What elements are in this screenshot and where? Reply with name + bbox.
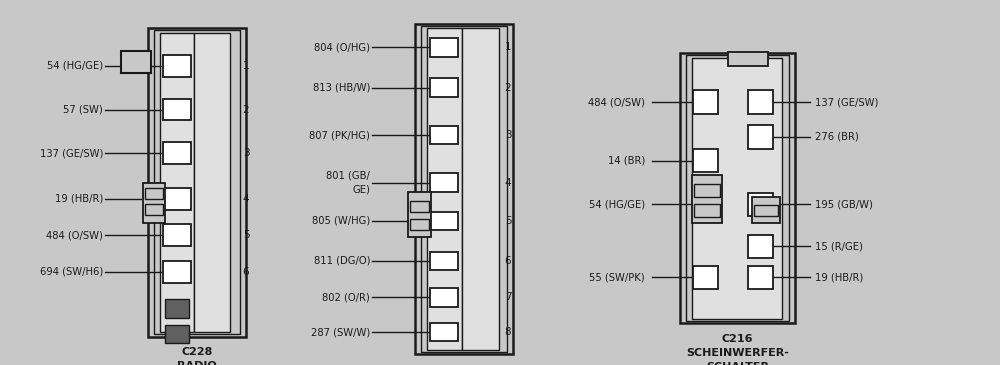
- Text: SCHALTER: SCHALTER: [706, 362, 769, 365]
- Text: 694 (SW/H6): 694 (SW/H6): [40, 267, 103, 277]
- Text: 15 (R/GE): 15 (R/GE): [815, 241, 863, 251]
- Bar: [752, 197, 780, 223]
- Text: 54 (HG/GE): 54 (HG/GE): [589, 199, 645, 210]
- Bar: [163, 224, 191, 246]
- Text: 19 (HB/R): 19 (HB/R): [815, 272, 863, 283]
- Bar: [194, 33, 230, 332]
- Text: 802 (O/R): 802 (O/R): [322, 292, 370, 303]
- Text: 276 (BR): 276 (BR): [815, 132, 859, 142]
- Text: 14 (BR): 14 (BR): [608, 155, 645, 166]
- Text: 137 (GE/SW): 137 (GE/SW): [40, 148, 103, 158]
- Bar: [693, 149, 718, 172]
- Bar: [430, 323, 458, 341]
- Bar: [143, 182, 165, 223]
- Text: 7: 7: [505, 292, 511, 303]
- Text: 6: 6: [243, 267, 249, 277]
- Bar: [163, 261, 191, 283]
- Bar: [430, 252, 458, 270]
- Text: 137 (GE/SW): 137 (GE/SW): [815, 97, 878, 107]
- Text: 3: 3: [243, 148, 249, 158]
- Bar: [430, 288, 458, 307]
- Text: 287 (SW/W): 287 (SW/W): [311, 327, 370, 337]
- Bar: [145, 204, 163, 215]
- Bar: [427, 28, 462, 350]
- Text: 807 (PK/HG): 807 (PK/HG): [309, 130, 370, 140]
- Text: 1: 1: [243, 61, 249, 71]
- Bar: [692, 175, 722, 223]
- Bar: [408, 192, 431, 237]
- Bar: [694, 184, 720, 197]
- Bar: [680, 53, 795, 323]
- Text: 484 (O/SW): 484 (O/SW): [46, 230, 103, 241]
- Text: 484 (O/SW): 484 (O/SW): [588, 97, 645, 107]
- Bar: [430, 78, 458, 97]
- Text: 57 (SW): 57 (SW): [63, 104, 103, 115]
- Text: 813 (HB/W): 813 (HB/W): [313, 82, 370, 93]
- Text: 5: 5: [243, 230, 249, 241]
- Text: 2: 2: [505, 82, 511, 93]
- Bar: [693, 266, 718, 289]
- Bar: [430, 126, 458, 144]
- Text: RADIO: RADIO: [177, 361, 217, 365]
- Bar: [163, 55, 191, 77]
- Bar: [692, 58, 782, 319]
- Bar: [748, 235, 773, 258]
- Bar: [748, 266, 773, 289]
- Bar: [693, 91, 718, 114]
- Text: 55 (SW/PK): 55 (SW/PK): [589, 272, 645, 283]
- Bar: [748, 91, 773, 114]
- Bar: [748, 125, 773, 149]
- Text: 8: 8: [505, 327, 511, 337]
- Bar: [748, 193, 773, 216]
- Text: 3: 3: [505, 130, 511, 140]
- Bar: [145, 188, 163, 199]
- Text: GE): GE): [352, 184, 370, 194]
- Text: 1: 1: [505, 42, 511, 53]
- Text: C216: C216: [722, 334, 753, 344]
- Text: 801 (GB/: 801 (GB/: [326, 171, 370, 181]
- Bar: [165, 299, 189, 318]
- Bar: [754, 205, 778, 216]
- Bar: [160, 33, 194, 332]
- Text: 195 (GB/W): 195 (GB/W): [815, 199, 873, 210]
- Text: 19 (HB/R): 19 (HB/R): [55, 194, 103, 204]
- Bar: [148, 28, 246, 337]
- Text: 5: 5: [505, 216, 511, 226]
- Bar: [410, 219, 429, 230]
- Bar: [421, 26, 507, 352]
- Bar: [430, 173, 458, 192]
- Text: 4: 4: [243, 194, 249, 204]
- Bar: [415, 24, 513, 354]
- Bar: [686, 55, 789, 321]
- Text: 804 (O/HG): 804 (O/HG): [314, 42, 370, 53]
- Text: 54 (HG/GE): 54 (HG/GE): [47, 61, 103, 71]
- Bar: [154, 30, 240, 334]
- Bar: [163, 99, 191, 120]
- Bar: [693, 193, 718, 216]
- Bar: [165, 325, 189, 343]
- Text: 4: 4: [505, 177, 511, 188]
- Bar: [430, 38, 458, 57]
- Bar: [163, 142, 191, 164]
- Bar: [430, 212, 458, 230]
- Text: 805 (W/HG): 805 (W/HG): [312, 216, 370, 226]
- Bar: [728, 52, 768, 66]
- Bar: [410, 201, 429, 212]
- Bar: [163, 188, 191, 210]
- Text: 2: 2: [243, 104, 249, 115]
- Text: 6: 6: [505, 256, 511, 266]
- Text: C228: C228: [181, 347, 213, 357]
- Bar: [462, 28, 499, 350]
- Bar: [694, 204, 720, 217]
- Bar: [121, 51, 151, 73]
- Text: SCHEINWERFER-: SCHEINWERFER-: [686, 348, 789, 358]
- Text: 811 (DG/O): 811 (DG/O): [314, 256, 370, 266]
